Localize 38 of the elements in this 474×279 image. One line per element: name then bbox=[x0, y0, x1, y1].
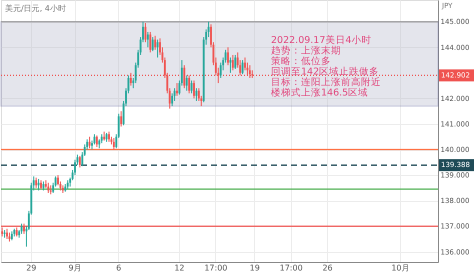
candlestick bbox=[112, 138, 115, 150]
candlestick bbox=[38, 178, 40, 191]
candlestick bbox=[156, 39, 159, 58]
candlestick bbox=[227, 46, 229, 66]
candlestick bbox=[78, 155, 81, 168]
x-tick-label: 17:00 bbox=[204, 264, 228, 272]
x-tick-label: 29 bbox=[26, 264, 36, 272]
candlestick bbox=[20, 223, 23, 234]
candlestick bbox=[108, 131, 110, 142]
annotation: 楼梯式上涨146.5区域 bbox=[271, 86, 368, 98]
candlestick bbox=[195, 88, 198, 102]
candlestick bbox=[242, 60, 244, 75]
candlestick bbox=[6, 228, 8, 240]
candlestick bbox=[120, 110, 122, 128]
candlestick bbox=[232, 54, 234, 71]
candlestick bbox=[190, 80, 193, 94]
candlestick bbox=[35, 177, 38, 188]
annotation: 策略：低位多 bbox=[271, 55, 331, 67]
x-tick-label: 9月 bbox=[68, 264, 82, 272]
annotation: 回调至142区域止跌做多 bbox=[271, 66, 380, 78]
annotation: 目标：连阳上涨前高附近 bbox=[271, 76, 381, 88]
x-tick-label: 10月 bbox=[391, 264, 410, 272]
x-tick-label: 17:00 bbox=[280, 264, 303, 272]
candlestick bbox=[88, 136, 91, 149]
x-tick-label: 12 bbox=[174, 264, 185, 272]
candlestick bbox=[144, 22, 146, 43]
annotation: 2022.09.17美日4小时 bbox=[271, 34, 372, 46]
candlestick bbox=[96, 134, 98, 148]
x-tick-label: 19 bbox=[250, 264, 260, 272]
candlestick bbox=[146, 31, 149, 48]
x-tick-label: 6 bbox=[116, 264, 122, 272]
candlestick bbox=[154, 35, 156, 50]
x-tick-label: 26 bbox=[322, 264, 333, 272]
candlestick bbox=[176, 82, 178, 96]
annotation: 趋势：上涨末期 bbox=[271, 44, 341, 56]
candlestick bbox=[229, 57, 232, 74]
text: 美元/日元, 4小时 bbox=[5, 4, 66, 13]
candlestick bbox=[193, 80, 195, 99]
